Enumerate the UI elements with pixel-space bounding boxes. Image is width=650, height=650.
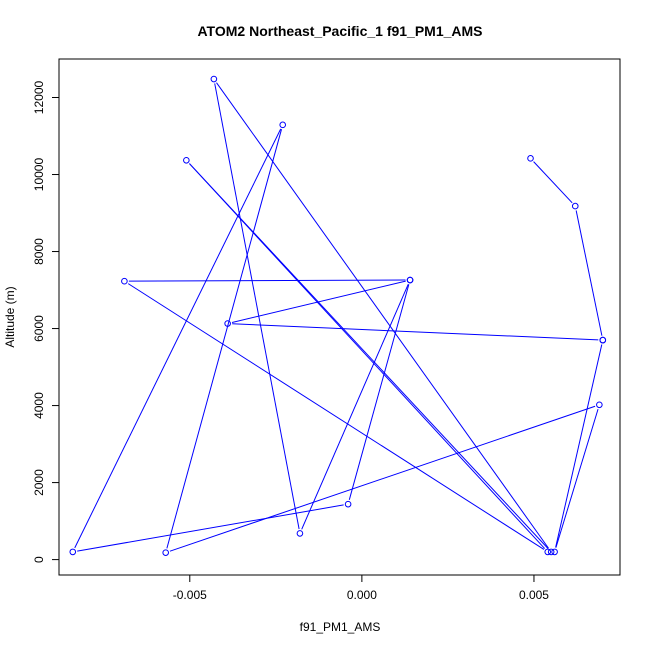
series-segment bbox=[127, 283, 545, 550]
y-tick-label: 8000 bbox=[32, 238, 46, 265]
data-point bbox=[596, 401, 603, 409]
series-segment bbox=[128, 279, 406, 282]
series-segment bbox=[214, 83, 300, 530]
data-point bbox=[344, 500, 352, 508]
x-tick-label: 0.000 bbox=[347, 588, 377, 602]
data-point bbox=[527, 155, 534, 162]
series-segment bbox=[575, 210, 603, 336]
series-segment bbox=[169, 405, 596, 552]
data-point bbox=[69, 548, 77, 556]
y-tick-label: 4000 bbox=[32, 392, 46, 419]
data-point bbox=[210, 75, 218, 83]
data-point bbox=[162, 549, 169, 556]
y-tick-label: 6000 bbox=[32, 315, 46, 342]
chart-title: ATOM2 Northeast_Pacific_1 f91_PM1_AMS bbox=[197, 23, 482, 39]
series-segment bbox=[77, 504, 344, 552]
data-point bbox=[547, 548, 555, 556]
data-point bbox=[544, 548, 552, 556]
series-segment bbox=[533, 161, 573, 204]
data-point bbox=[121, 277, 128, 285]
x-tick-label: 0.005 bbox=[519, 588, 549, 602]
data-point bbox=[571, 202, 579, 210]
y-tick-label: 10000 bbox=[32, 158, 46, 192]
data-point bbox=[183, 156, 190, 164]
y-axis: 0 2000 4000 6000 8000 10000 12000 bbox=[32, 80, 60, 563]
series-segment bbox=[166, 129, 283, 549]
y-tick-label: 0 bbox=[32, 556, 46, 563]
series-segment bbox=[348, 284, 410, 500]
x-axis-label: f91_PM1_AMS bbox=[300, 620, 381, 634]
data-point bbox=[296, 530, 304, 537]
series-segment bbox=[555, 344, 603, 548]
series-segment bbox=[301, 283, 409, 530]
series-layer bbox=[69, 75, 607, 556]
y-tick-label: 12000 bbox=[32, 80, 46, 114]
data-point bbox=[599, 336, 607, 344]
x-tick-label: -0.005 bbox=[173, 588, 207, 602]
data-point bbox=[224, 320, 231, 327]
series-segment bbox=[74, 128, 282, 549]
series-segment bbox=[232, 323, 599, 341]
series-segment bbox=[189, 163, 546, 549]
data-point bbox=[406, 276, 414, 284]
y-tick-label: 2000 bbox=[32, 469, 46, 496]
series-segment bbox=[216, 82, 549, 549]
data-point bbox=[551, 548, 558, 556]
x-axis: -0.005 0.000 0.005 bbox=[173, 574, 549, 602]
data-point bbox=[279, 121, 287, 129]
series-segment bbox=[555, 408, 599, 548]
y-axis-label: Altitude (m) bbox=[3, 286, 17, 347]
